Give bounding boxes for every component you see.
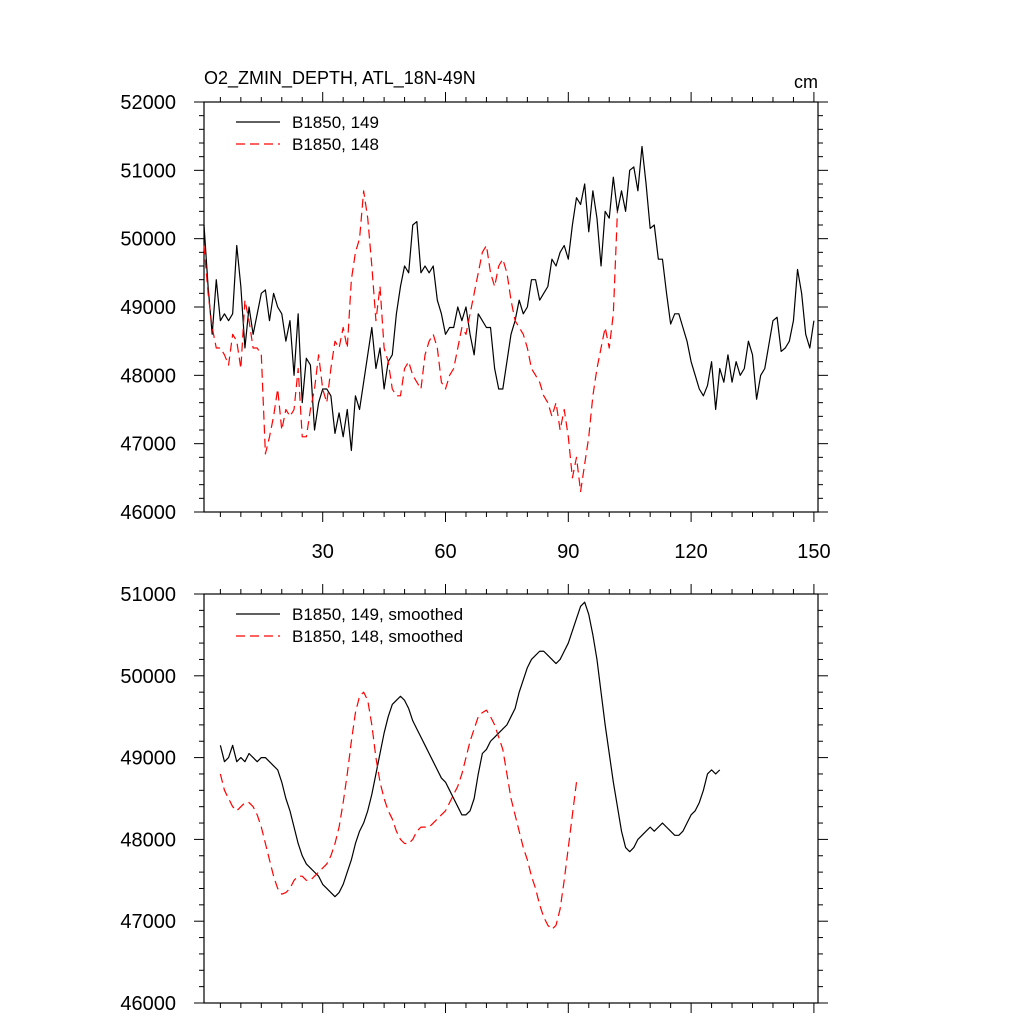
bottom-y-tick-label: 46000: [120, 993, 176, 1015]
top-y-tick-label: 47000: [120, 434, 176, 456]
top-y-tick-label: 48000: [120, 365, 176, 387]
bottom-legend-label-1: B1850, 149, smoothed: [292, 605, 463, 624]
top-x-tick-label: 90: [557, 541, 579, 563]
panels: 46000 47000 48000 49000 50000 51000 52000 30 60 9…: [120, 92, 831, 1015]
chart-title-group: O2_ZMIN_DEPTH, ATL_18N-49N cm: [204, 68, 818, 92]
top-x-tick-label: 60: [434, 541, 456, 563]
bottom-y-tick-label: 51000: [120, 584, 176, 606]
bottom-series-line-1: [219, 601, 721, 898]
top-y-tick-label: 46000: [120, 502, 176, 524]
bottom-plot-frame: [203, 593, 819, 1004]
top-y-tick-label: 49000: [120, 297, 176, 319]
top-plot-frame: [203, 101, 819, 513]
top-y-tick-label: 52000: [120, 92, 176, 114]
top-legend: B1850, 149 B1850, 148: [236, 113, 379, 154]
units-label: cm: [794, 72, 818, 92]
bottom-y-tick-label: 48000: [120, 829, 176, 851]
chart-title: O2_ZMIN_DEPTH, ATL_18N-49N: [204, 68, 476, 89]
top-series-line-2: [203, 190, 619, 493]
top-legend-label-2: B1850, 148: [292, 135, 379, 154]
top-series-line-1: [203, 145, 815, 452]
top-x-tick-label: 150: [797, 541, 830, 563]
bottom-y-tick-label: 49000: [120, 748, 176, 770]
bottom-y-tick-label: 50000: [120, 666, 176, 688]
bottom-y-tick-label: 47000: [120, 911, 176, 933]
top-panel: 46000 47000 48000 49000 50000 51000 52000 30 60 9…: [120, 92, 831, 563]
bottom-legend: B1850, 149, smoothed B1850, 148, smoothed: [236, 605, 463, 646]
top-x-tick-label: 30: [312, 541, 334, 563]
bottom-series-line-2: [219, 691, 578, 930]
top-y-tick-label: 51000: [120, 160, 176, 182]
top-x-tick-label: 120: [674, 541, 707, 563]
bottom-legend-label-2: B1850, 148, smoothed: [292, 627, 463, 646]
top-legend-label-1: B1850, 149: [292, 113, 379, 132]
bottom-panel: 46000 47000 48000 49000 50000 51000 B1850, 149…: [120, 584, 828, 1015]
top-y-tick-label: 50000: [120, 229, 176, 251]
